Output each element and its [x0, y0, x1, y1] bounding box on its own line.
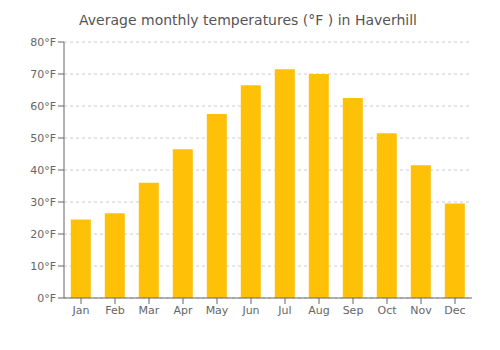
svg-text:20°F: 20°F: [30, 228, 56, 241]
svg-text:Aug: Aug: [308, 304, 329, 317]
svg-text:60°F: 60°F: [30, 100, 56, 113]
svg-text:Jan: Jan: [72, 304, 90, 317]
svg-text:Sep: Sep: [343, 304, 364, 317]
html-text:Average monthly temperatures (: Average monthly temperatures (°F ) in Ha…: [79, 12, 417, 28]
svg-text:Feb: Feb: [105, 304, 124, 317]
svg-text:80°F: 80°F: [30, 36, 56, 49]
svg-text:0°F: 0°F: [37, 292, 56, 305]
svg-text:10°F: 10°F: [30, 260, 56, 273]
svg-text:Jun: Jun: [241, 304, 259, 317]
svg-text:70°F: 70°F: [30, 68, 56, 81]
svg-text:Nov: Nov: [410, 304, 432, 317]
svg-text:Mar: Mar: [139, 304, 160, 317]
svg-text:Jul: Jul: [277, 304, 291, 317]
svg-text:50°F: 50°F: [30, 132, 56, 145]
svg-text:Apr: Apr: [173, 304, 193, 317]
svg-text:30°F: 30°F: [30, 196, 56, 209]
svg-text:Oct: Oct: [377, 304, 397, 317]
svg-text:Dec: Dec: [444, 304, 465, 317]
svg-text:May: May: [206, 304, 229, 317]
svg-text:40°F: 40°F: [30, 164, 56, 177]
